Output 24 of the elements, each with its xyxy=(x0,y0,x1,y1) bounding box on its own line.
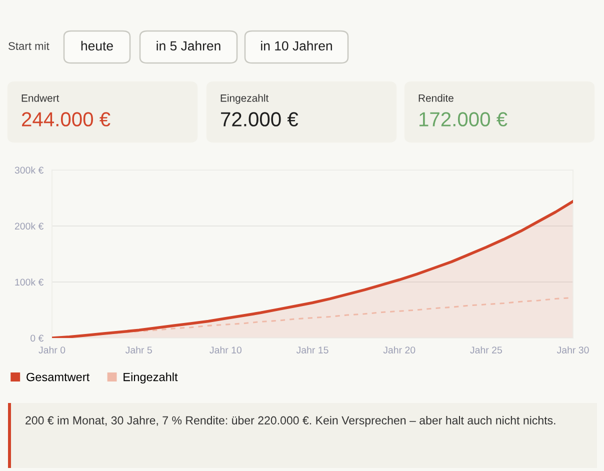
text: Eingezahlt xyxy=(220,94,269,104)
x-tick-label: Jahr 20 xyxy=(383,346,416,354)
text: 172.000 € xyxy=(420,112,508,126)
text: 244.000 € xyxy=(22,112,110,126)
legend-label: Eingezahlt xyxy=(124,372,178,384)
text: in 10 Jahren xyxy=(261,40,332,51)
x-tick-label: Jahr 15 xyxy=(296,346,328,354)
x-tick-label: Jahr 30 xyxy=(556,346,589,354)
y-tick-label: 100k € xyxy=(15,278,44,286)
text: 72.000 € xyxy=(221,112,298,126)
y-tick-label: 200k € xyxy=(14,222,44,230)
text: Endwert xyxy=(22,94,60,102)
text: 200 € im Monat, 30 Jahre, 7 % Rendite: über 220.000 €. Kein Versprechen – aber halt auch nicht nichts. xyxy=(26,416,556,427)
y-tick-label: 300k € xyxy=(14,166,44,174)
text: heute xyxy=(81,40,113,51)
text: in 5 Jahren xyxy=(156,40,220,51)
text: Start mit xyxy=(8,42,50,50)
legend-label: Gesamtwert xyxy=(26,372,90,382)
x-tick-label: Jahr 10 xyxy=(210,346,242,354)
x-tick-label: Jahr 25 xyxy=(470,346,502,354)
x-tick-label: Jahr 5 xyxy=(125,346,152,354)
x-tick-label: Jahr 0 xyxy=(38,346,66,354)
text: Rendite xyxy=(418,94,454,102)
y-tick-label: 0 € xyxy=(30,334,44,342)
